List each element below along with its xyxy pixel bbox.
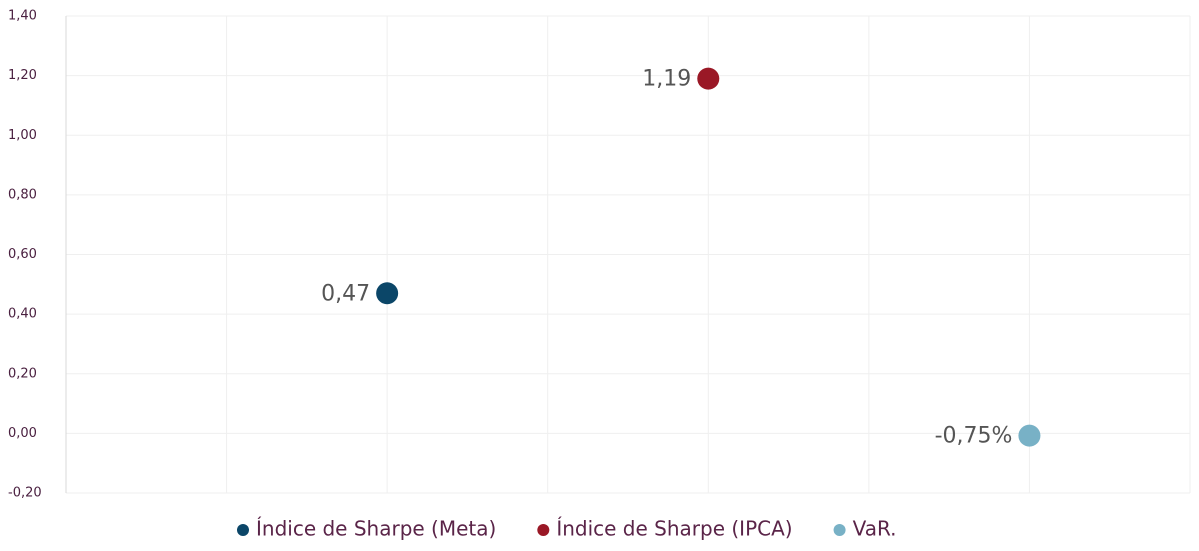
point [1018,424,1041,447]
legend-label: Índice de Sharpe (IPCA) [556,517,792,541]
y-tick-label: 0,40 [8,307,37,322]
y-tick-label: 1,00 [8,128,37,143]
data-label: 0,47 [321,281,370,306]
point [376,282,399,305]
y-tick-label: 1,20 [8,68,37,83]
point [697,67,720,90]
y-tick-label: 0,00 [8,426,37,441]
legend-label: VaR. [853,517,897,541]
y-tick-label: 0,60 [8,247,37,262]
y-tick-label: -0,20 [8,486,42,501]
data-label: 1,19 [642,67,691,92]
data-label: -0,75% [935,424,1013,449]
y-tick-label: 0,20 [8,366,37,381]
y-tick-label: 0,80 [8,187,37,202]
legend-label: Índice de Sharpe (Meta) [256,517,496,541]
legend-marker [833,524,846,536]
legend-marker [537,524,550,536]
y-tick-label: 1,40 [8,9,37,24]
legend-marker [237,524,249,536]
